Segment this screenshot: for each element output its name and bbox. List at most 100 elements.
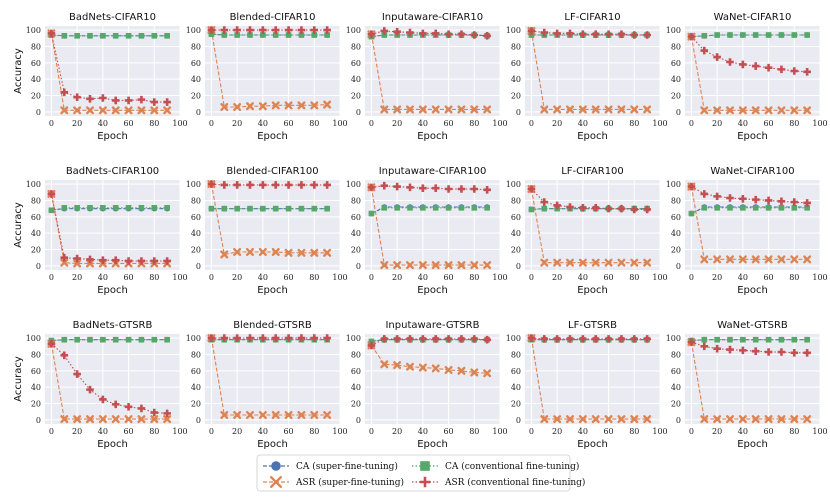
x-axis-label: Epoch	[97, 439, 128, 450]
x-tick-label: 80	[149, 427, 159, 436]
y-tick-label: 40	[351, 229, 361, 238]
x-tick-label: 60	[763, 273, 773, 282]
data-point-ca_conv	[471, 205, 478, 211]
x-tick-label: 40	[578, 119, 588, 128]
data-point-asr_super	[617, 105, 626, 114]
x-tick-label: 80	[469, 427, 479, 436]
data-point-asr_conv	[323, 26, 331, 34]
data-point-asr_conv	[726, 194, 734, 202]
data-point-asr_super	[150, 415, 159, 424]
series-line-asr_super	[210, 337, 328, 416]
y-tick-label: 80	[671, 196, 681, 205]
y-tick-label: 60	[191, 213, 201, 222]
data-point-ca_conv	[247, 32, 253, 38]
series-line-ca_super	[691, 34, 808, 38]
series-line-ca_super	[371, 206, 488, 215]
data-point-asr_conv	[700, 46, 709, 55]
legend-marker-asr_super	[270, 476, 282, 488]
data-point-asr_conv	[124, 257, 133, 265]
data-point-asr_conv	[73, 254, 81, 263]
data-point-asr_conv	[246, 334, 254, 342]
data-point-asr_super	[553, 105, 562, 114]
data-point-ca_conv	[727, 205, 733, 211]
data-point-asr_conv	[310, 181, 319, 189]
x-tick-label: 0	[369, 273, 374, 282]
x-tick-label: 0	[529, 119, 534, 128]
x-tick-label: 100	[492, 427, 507, 436]
data-point-asr_conv	[150, 408, 159, 417]
x-tick-label: 0	[529, 273, 534, 282]
data-point-ca_conv	[752, 32, 759, 38]
data-point-asr_super	[566, 105, 574, 114]
data-point-asr_conv	[220, 181, 229, 189]
data-point-asr_conv	[790, 67, 799, 75]
plot-area	[365, 180, 500, 270]
legend-marker-ca_conv	[420, 461, 430, 471]
data-point-asr_conv	[163, 98, 171, 106]
x-tick-label: 20	[552, 427, 562, 436]
x-tick-label: 100	[492, 273, 507, 282]
data-point-asr_super	[790, 106, 799, 115]
plot-area	[525, 180, 660, 270]
y-tick-label: 40	[31, 75, 41, 84]
series-asr_conv	[207, 26, 331, 34]
data-point-asr_conv	[483, 32, 491, 40]
y-tick-label: 80	[511, 196, 521, 205]
data-point-asr_super	[86, 415, 94, 424]
data-point-asr_super	[297, 101, 306, 110]
series-line-asr_super	[50, 33, 168, 111]
data-point-asr_conv	[713, 344, 721, 353]
subplot-title: WaNet-CIFAR10	[714, 12, 792, 23]
y-tick-label: 80	[31, 350, 41, 359]
y-tick-label: 60	[31, 59, 41, 68]
series-line-asr_super	[50, 343, 168, 420]
x-tick-label: 60	[283, 273, 293, 282]
series-asr_super	[367, 183, 492, 270]
data-point-ca_conv	[208, 205, 215, 212]
series-asr_conv	[527, 185, 651, 214]
y-tick-label: 0	[196, 262, 201, 271]
data-point-asr_conv	[777, 197, 786, 206]
x-tick-label: 60	[763, 427, 773, 436]
x-axis-label: Epoch	[257, 439, 288, 450]
y-tick-label: 80	[351, 350, 361, 359]
data-point-asr_conv	[367, 341, 376, 350]
data-point-asr_super	[393, 261, 402, 270]
x-tick-label: 100	[492, 119, 507, 128]
series-line-asr_conv	[531, 188, 648, 210]
x-tick-label: 80	[789, 273, 799, 282]
x-tick-label: 0	[209, 119, 214, 128]
data-point-asr_super	[726, 255, 734, 264]
y-tick-label: 60	[191, 59, 201, 68]
data-point-asr_super	[457, 366, 466, 375]
data-point-asr_conv	[553, 29, 561, 38]
series-line-asr_super	[690, 186, 808, 260]
data-point-asr_conv	[470, 31, 479, 39]
x-tick-label: 100	[332, 427, 347, 436]
data-point-asr_super	[803, 415, 812, 424]
data-point-ca_conv	[138, 33, 145, 39]
subplot-9: 0 20 40 60 80 100 0 20 40 60 80 100 LF-CIFAR100 Epoch	[506, 166, 668, 296]
data-point-asr_conv	[393, 335, 401, 343]
data-point-ca_conv	[778, 336, 785, 343]
data-point-ca_conv	[100, 205, 106, 211]
data-point-asr_conv	[431, 335, 440, 343]
data-point-asr_super	[124, 106, 133, 115]
x-tick-label: 80	[309, 119, 319, 128]
data-point-asr_conv	[419, 184, 427, 192]
x-tick-label: 80	[469, 273, 479, 282]
x-tick-label: 40	[258, 427, 268, 436]
data-point-asr_super	[457, 105, 466, 114]
x-tick-label: 40	[578, 427, 588, 436]
data-point-asr_conv	[617, 204, 626, 213]
series-line-asr_super	[530, 30, 648, 110]
series-line-asr_conv	[691, 36, 808, 73]
subplot-13: 0 20 40 60 80 100 0 20 40 60 80 100 Inputaware-GTSRB…	[346, 320, 508, 450]
data-point-asr_conv	[220, 334, 229, 342]
data-point-ca_conv	[714, 336, 720, 343]
y-tick-label: 100	[506, 26, 521, 35]
data-point-ca_conv	[765, 32, 772, 38]
plot-area	[205, 334, 340, 424]
data-point-asr_conv	[643, 205, 651, 214]
y-tick-label: 100	[666, 26, 681, 35]
